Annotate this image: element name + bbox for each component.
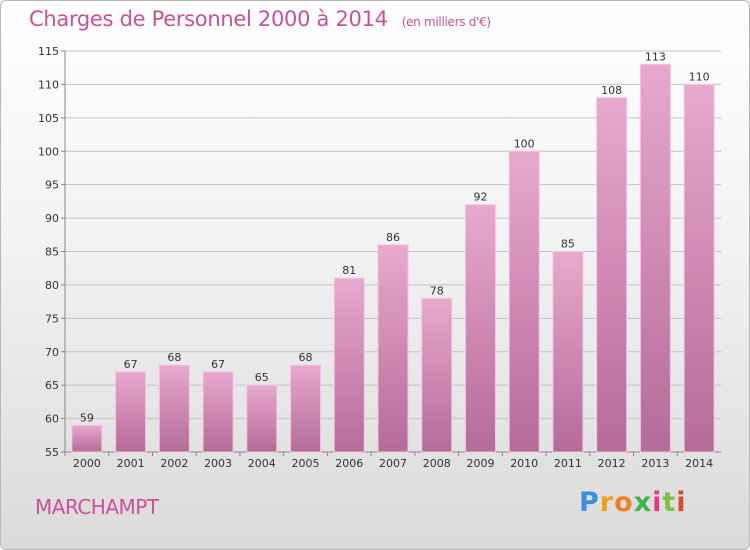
bar: [639, 63, 671, 453]
x-tick-label: 2009: [466, 457, 494, 470]
bar: [115, 371, 147, 453]
data-label: 68: [167, 351, 181, 364]
chart-subtitle: (en milliers d'€): [401, 15, 491, 29]
y-tick-label: 90: [45, 212, 59, 225]
x-tick-label: 2012: [598, 457, 626, 470]
bar: [421, 297, 453, 453]
y-tick-label: 110: [38, 78, 59, 91]
data-label: 110: [689, 70, 710, 83]
bar: [552, 251, 584, 453]
data-label: 65: [255, 371, 269, 384]
x-tick-label: 2000: [73, 457, 101, 470]
y-tick-label: 85: [45, 246, 59, 259]
y-tick-label: 105: [38, 112, 59, 125]
commune-name: MARCHAMPT: [35, 495, 159, 519]
data-label: 85: [561, 238, 575, 251]
bar: [333, 277, 365, 453]
y-tick-label: 65: [45, 379, 59, 392]
chart-title-text: Charges de Personnel 2000 à 2014: [29, 7, 388, 31]
y-tick-label: 80: [45, 279, 59, 292]
logo-letter: i: [676, 487, 687, 518]
proxiti-logo: Proxiti: [579, 487, 687, 518]
bar: [202, 371, 234, 453]
x-tick-label: 2007: [379, 457, 407, 470]
x-tick-label: 2011: [554, 457, 582, 470]
data-label: 86: [386, 231, 400, 244]
y-tick-label: 55: [45, 446, 59, 459]
bar: [508, 150, 540, 453]
y-tick-label: 115: [38, 45, 59, 58]
data-label: 59: [80, 411, 94, 424]
bar: [683, 83, 715, 453]
chart-title: Charges de Personnel 2000 à 2014 (en mill…: [29, 7, 491, 31]
x-tick-label: 2008: [423, 457, 451, 470]
bar: [464, 204, 496, 453]
data-label: 68: [299, 351, 313, 364]
bar: [246, 384, 278, 453]
data-label: 81: [342, 264, 356, 277]
x-tick-label: 2005: [292, 457, 320, 470]
x-tick-label: 2001: [117, 457, 145, 470]
logo-letter: i: [652, 487, 663, 518]
bar: [71, 424, 103, 453]
data-label: 67: [124, 358, 138, 371]
y-tick-label: 100: [38, 145, 59, 158]
data-label: 78: [430, 284, 444, 297]
data-label: 113: [645, 50, 666, 63]
bar: [290, 364, 322, 453]
data-label: 100: [514, 137, 535, 150]
x-tick-label: 2006: [335, 457, 363, 470]
logo-letter: o: [614, 487, 634, 518]
logo-letter: t: [662, 487, 677, 518]
y-tick-label: 75: [45, 312, 59, 325]
y-tick-label: 70: [45, 346, 59, 359]
bar: [158, 364, 190, 453]
x-tick-label: 2010: [510, 457, 538, 470]
logo-letter: r: [599, 487, 615, 518]
x-tick-label: 2003: [204, 457, 232, 470]
logo-letter: P: [579, 487, 600, 518]
data-label: 67: [211, 358, 225, 371]
y-tick-label: 60: [45, 413, 59, 426]
x-tick-label: 2002: [160, 457, 188, 470]
x-tick-label: 2013: [641, 457, 669, 470]
data-label: 108: [601, 84, 622, 97]
x-tick-label: 2004: [248, 457, 276, 470]
data-label: 92: [473, 191, 487, 204]
x-tick-label: 2014: [685, 457, 713, 470]
bar: [377, 244, 409, 453]
bar: [596, 97, 628, 453]
logo-letter: x: [633, 487, 653, 518]
y-tick-label: 95: [45, 179, 59, 192]
